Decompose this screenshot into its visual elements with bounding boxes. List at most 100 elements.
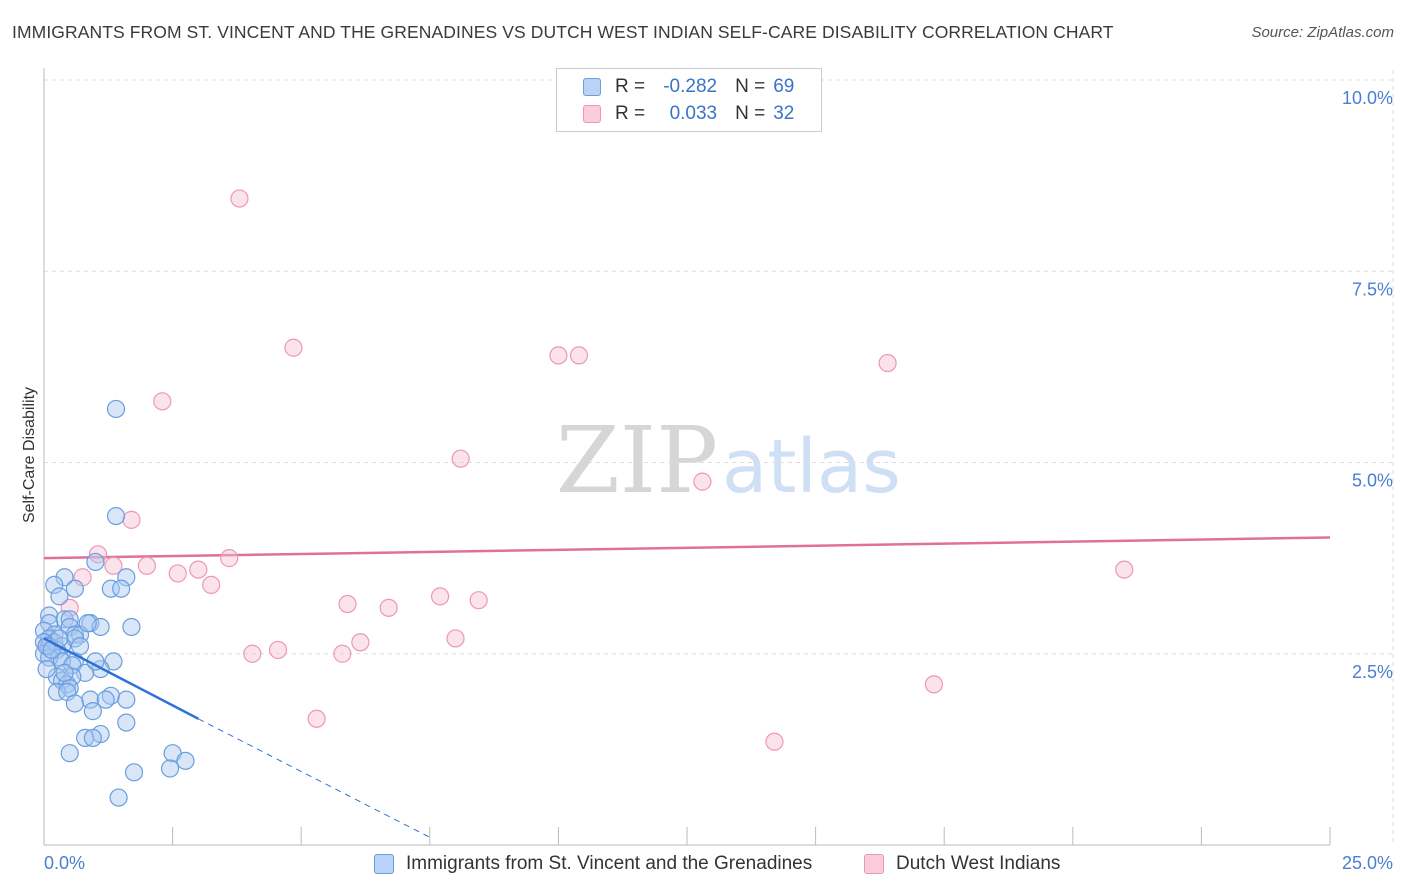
series2-point-30 — [307, 709, 326, 728]
watermark: ZIP atlas — [556, 407, 901, 514]
bottom-legend-series1: Immigrants from St. Vincent and the Gren… — [374, 851, 812, 877]
series1-point-53 — [76, 728, 95, 748]
series2-point-29 — [924, 675, 944, 694]
series2-point-10 — [220, 549, 239, 568]
series1-point-8 — [112, 579, 131, 598]
series1-point-59 — [124, 763, 144, 782]
series2-trendline — [43, 536, 1331, 560]
series1-point-54 — [83, 728, 102, 748]
legend-n-label: N = — [735, 76, 766, 97]
y-tick-labels: 2.5% 5.0% 7.5% 10.0% — [1342, 88, 1393, 682]
legend-row-series1: R = -0.282 N = 69 — [557, 74, 794, 100]
series1-trend-line — [43, 637, 199, 720]
legend-row-series2: R = 0.033 N = 32 — [557, 101, 794, 127]
series1-point-55 — [60, 744, 79, 763]
source-label: Source: ZipAtlas.com — [1251, 24, 1394, 41]
series1-point-50 — [83, 702, 102, 721]
chart-title: IMMIGRANTS FROM ST. VINCENT AND THE GREN… — [12, 22, 1114, 42]
y-tick-label-3: 10.0% — [1342, 88, 1393, 108]
x-tick-label-max: 25.0% — [1342, 853, 1393, 873]
y-tick-label-2: 7.5% — [1352, 279, 1393, 299]
series2-r-value: 0.033 — [669, 103, 718, 124]
series1-trendline — [43, 637, 431, 838]
series1-point-7 — [101, 579, 120, 598]
legend-r-label: R = — [615, 103, 646, 124]
legend-r-label: R = — [615, 76, 646, 97]
gridlines — [44, 70, 1394, 845]
series2-point-27 — [333, 644, 352, 663]
series2-point-18 — [430, 587, 450, 606]
series2-point-31 — [765, 732, 784, 751]
series1-point-65 — [78, 614, 97, 633]
series1-point-1 — [106, 506, 126, 526]
legend-n-label: N = — [735, 103, 766, 124]
series2-point-8 — [122, 510, 141, 529]
series1-point-0 — [106, 399, 126, 419]
x-tick-marks — [43, 827, 1331, 845]
series2-point-7 — [693, 472, 712, 491]
y-axis-label: Self-Care Disability — [21, 387, 38, 523]
series2-point-5 — [153, 392, 172, 411]
series1-trend-extension — [198, 718, 431, 838]
series2-point-12 — [137, 556, 156, 575]
series1-point-64 — [70, 636, 90, 656]
series2-point-3 — [569, 346, 589, 365]
series2-point-25 — [268, 640, 288, 660]
series1-point-3 — [117, 568, 136, 587]
series1-point-58 — [160, 759, 180, 778]
series1-point-57 — [176, 751, 195, 770]
series1-point-49 — [65, 694, 84, 713]
watermark-zip: ZIP — [556, 407, 718, 514]
series1-n-value: 69 — [773, 76, 795, 97]
series2-point-11 — [104, 556, 123, 575]
watermark-atlas: atlas — [722, 424, 901, 510]
series1-point-20 — [65, 625, 84, 644]
series2-point-26 — [243, 644, 262, 663]
series2-point-1 — [284, 338, 303, 357]
series2-point-0 — [230, 189, 249, 208]
series1-swatch — [583, 78, 601, 96]
series2-point-13 — [189, 560, 208, 579]
series2-point-17 — [1115, 560, 1134, 579]
y-tick-label-1: 5.0% — [1352, 471, 1393, 491]
series2-legend-label: Dutch West Indians — [896, 853, 1061, 874]
series1-point-17 — [122, 617, 141, 637]
series1-point-6 — [65, 579, 84, 598]
series2-legend-swatch — [864, 854, 884, 874]
series1-point-46 — [81, 690, 100, 709]
series2-point-4 — [878, 353, 897, 373]
x-tick-label-min: 0.0% — [44, 853, 85, 873]
series2-point-24 — [351, 633, 370, 652]
series1-points — [34, 399, 195, 807]
series1-point-68 — [55, 663, 74, 682]
y-tick-label-0: 2.5% — [1352, 662, 1393, 682]
series2-point-2 — [549, 346, 568, 365]
series2-n-value: 32 — [773, 103, 795, 124]
series1-point-43 — [47, 682, 66, 702]
series1-point-67 — [37, 659, 56, 679]
series1-point-4 — [55, 568, 74, 587]
series1-point-48 — [117, 690, 136, 709]
series2-point-21 — [379, 598, 398, 617]
correlation-legend: R = -0.282 N = 69 R = 0.033 N = 32 — [556, 68, 822, 132]
series1-legend-swatch — [374, 854, 394, 874]
series1-point-47 — [96, 690, 115, 709]
series2-point-14 — [168, 564, 187, 583]
series1-point-2 — [86, 552, 105, 572]
bottom-legend-series2: Dutch West Indians — [864, 851, 1060, 877]
series2-point-16 — [202, 575, 221, 595]
series2-point-23 — [446, 629, 465, 648]
series2-points — [37, 189, 1134, 751]
series2-point-19 — [469, 591, 488, 610]
series2-point-6 — [451, 449, 470, 468]
series1-legend-label: Immigrants from St. Vincent and the Gren… — [406, 853, 813, 874]
series1-point-51 — [117, 713, 136, 732]
series1-point-60 — [109, 788, 128, 807]
series1-point-9 — [50, 587, 69, 606]
series2-swatch — [583, 105, 601, 123]
series1-point-5 — [45, 575, 64, 595]
series2-trend-line — [43, 536, 1331, 560]
series1-r-value: -0.282 — [663, 76, 718, 97]
series2-point-20 — [338, 594, 357, 614]
